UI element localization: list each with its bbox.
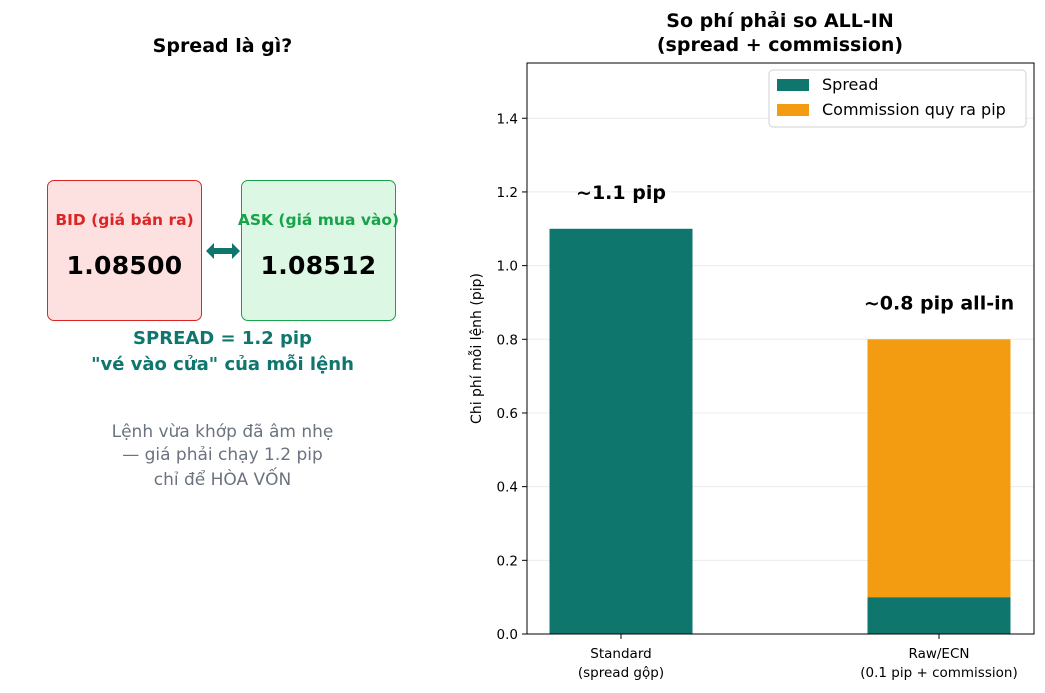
ask-value: 1.08512 xyxy=(260,251,377,280)
y-axis-label: Chi phí mỗi lệnh (pip) xyxy=(468,273,485,424)
bar-commission xyxy=(867,339,1011,598)
left-panel-title: Spread là gì? xyxy=(152,35,293,57)
legend-swatch xyxy=(777,104,809,116)
y-tick-label: 1.4 xyxy=(497,111,518,127)
y-tick-label: 1.2 xyxy=(497,185,518,201)
x-tick-label: Standard xyxy=(590,646,651,662)
y-tick-label: 1.0 xyxy=(497,259,518,275)
note-line-1: Lệnh vừa khớp đã âm nhẹ xyxy=(111,422,334,442)
spread-value-text: SPREAD = 1.2 pip xyxy=(133,328,312,349)
bar-spread xyxy=(549,228,693,634)
x-tick-label: (0.1 pip + commission) xyxy=(860,665,1017,681)
legend-swatch xyxy=(777,79,809,91)
chart-title: So phí phải so ALL-IN (spread + commissio… xyxy=(480,9,1045,57)
chart-title-line: (spread + commission) xyxy=(656,34,904,56)
plot-frame xyxy=(526,62,1035,635)
ask-box: ASK (giá mua vào) 1.08512 xyxy=(238,180,399,321)
bid-label: BID (giá bán ra) xyxy=(55,211,194,229)
y-tick-label: 0.8 xyxy=(497,332,518,348)
note-line-2: — giá phải chạy 1.2 pip xyxy=(122,445,323,465)
note-line-3: chỉ để HÒA VỐN xyxy=(153,470,292,490)
spread-caption: "vé vào cửa" của mỗi lệnh xyxy=(91,354,354,375)
y-tick-label: 0.4 xyxy=(497,480,518,496)
legend-box xyxy=(768,69,1027,128)
legend-label: Spread xyxy=(822,75,878,94)
legend-label: Commission quy ra pip xyxy=(822,100,1006,119)
y-tick-label: 0.6 xyxy=(497,406,518,422)
x-tick-label: (spread gộp) xyxy=(578,665,664,681)
ask-label: ASK (giá mua vào) xyxy=(237,211,400,229)
bar-annotation: ~1.1 pip xyxy=(576,182,666,204)
bid-box: BID (giá bán ra) 1.08500 xyxy=(47,180,202,321)
bar-spread xyxy=(867,597,1011,634)
x-tick-label: Raw/ECN xyxy=(908,646,969,662)
chart-title-line: So phí phải so ALL-IN xyxy=(666,10,894,32)
y-tick-label: 0.0 xyxy=(497,627,518,643)
bid-value: 1.08500 xyxy=(66,251,183,280)
y-tick-label: 0.2 xyxy=(497,553,518,569)
double-arrow-icon xyxy=(206,243,240,259)
bar-annotation: ~0.8 pip all-in xyxy=(864,292,1014,314)
